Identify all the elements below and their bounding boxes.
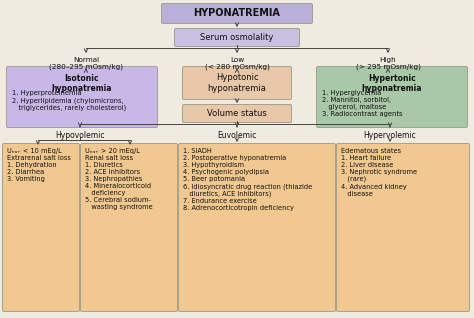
FancyBboxPatch shape bbox=[174, 29, 300, 46]
Text: HYPONATREMIA: HYPONATREMIA bbox=[193, 9, 281, 18]
Text: Edematous states: Edematous states bbox=[341, 148, 401, 154]
Text: Hypotonic
hyponatremia: Hypotonic hyponatremia bbox=[208, 73, 266, 93]
FancyBboxPatch shape bbox=[2, 143, 80, 312]
FancyBboxPatch shape bbox=[7, 66, 157, 128]
Text: Normal
(280–295 mOsm/kg): Normal (280–295 mOsm/kg) bbox=[49, 57, 123, 71]
Text: Low
(< 280 mOsm/kg): Low (< 280 mOsm/kg) bbox=[205, 57, 269, 71]
Text: 1. Dehydration
2. Diarrhea
3. Vomiting: 1. Dehydration 2. Diarrhea 3. Vomiting bbox=[7, 162, 56, 182]
Text: 1. Hyperproteinemia
2. Hyperlipidemia (chylomicrons,
   triglycerides, rarely ch: 1. Hyperproteinemia 2. Hyperlipidemia (c… bbox=[12, 90, 126, 111]
Text: 1. Diuretics
2. ACE inhibitors
3. Nephropathies
4. Mineralocorticoid
   deficien: 1. Diuretics 2. ACE inhibitors 3. Nephro… bbox=[85, 162, 153, 210]
Text: Volume status: Volume status bbox=[207, 109, 267, 118]
Text: Euvolemic: Euvolemic bbox=[217, 131, 257, 140]
Text: Hypertonic
hyponatremia: Hypertonic hyponatremia bbox=[362, 74, 422, 93]
Text: Hypovolemic: Hypovolemic bbox=[55, 131, 105, 140]
Text: Uₙₐ₊ > 20 mEq/L: Uₙₐ₊ > 20 mEq/L bbox=[85, 148, 140, 154]
Text: 1. SIADH
2. Postoperative hyponatremia
3. Hypothyroidism
4. Psychogenic polydips: 1. SIADH 2. Postoperative hyponatremia 3… bbox=[183, 148, 312, 211]
Text: 1. Hyperglycemia
2. Mannitol, sorbitol,
   glycerol, maltose
3. Radiocontrast ag: 1. Hyperglycemia 2. Mannitol, sorbitol, … bbox=[322, 90, 402, 117]
Text: Isotonic
hyponatremia: Isotonic hyponatremia bbox=[52, 74, 112, 93]
Text: Hypervolemic: Hypervolemic bbox=[364, 131, 416, 140]
Text: Uₙₐ₊ < 10 mEq/L: Uₙₐ₊ < 10 mEq/L bbox=[7, 148, 62, 154]
FancyBboxPatch shape bbox=[317, 66, 467, 128]
Text: Renal salt loss: Renal salt loss bbox=[85, 155, 133, 161]
Text: 1. Heart failure
2. Liver disease
3. Nephrotic syndrome
   (rare)
4. Advanced ki: 1. Heart failure 2. Liver disease 3. Nep… bbox=[341, 155, 417, 197]
FancyBboxPatch shape bbox=[81, 143, 177, 312]
FancyBboxPatch shape bbox=[182, 66, 292, 100]
Text: Serum osmolality: Serum osmolality bbox=[201, 33, 273, 42]
FancyBboxPatch shape bbox=[179, 143, 336, 312]
FancyBboxPatch shape bbox=[182, 105, 292, 122]
Text: Extrarenal salt loss: Extrarenal salt loss bbox=[7, 155, 71, 161]
Text: High
(> 295 mOsm/kg): High (> 295 mOsm/kg) bbox=[356, 57, 420, 71]
FancyBboxPatch shape bbox=[162, 3, 312, 24]
FancyBboxPatch shape bbox=[337, 143, 470, 312]
